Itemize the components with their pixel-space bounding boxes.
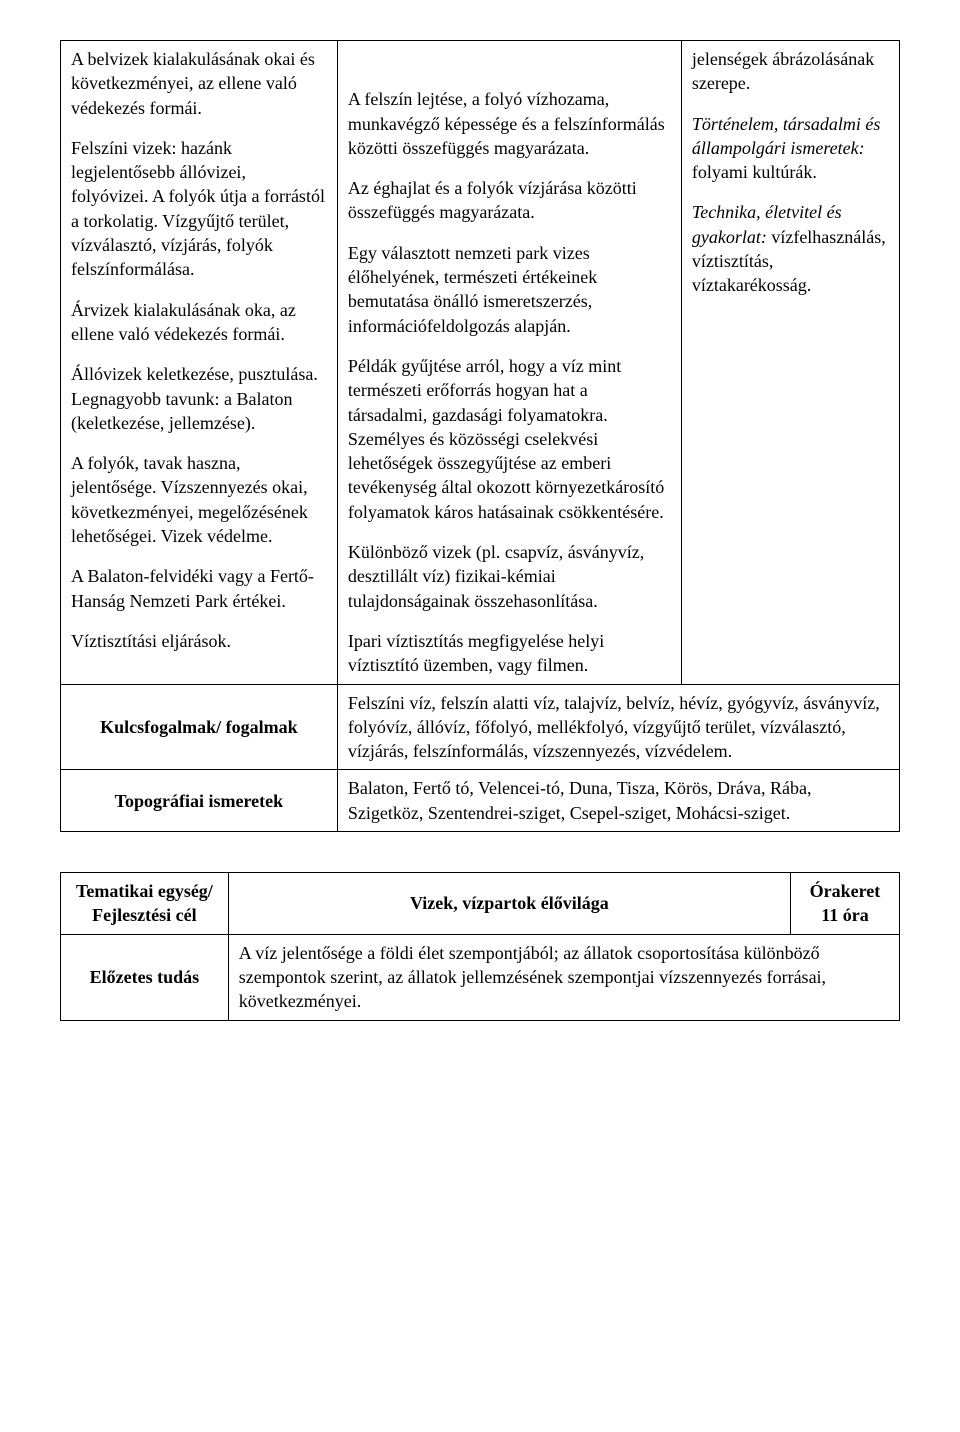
- col2-p0: [348, 47, 671, 71]
- unit-hours: Órakeret 11 óra: [790, 873, 899, 935]
- hours-label: Órakeret: [810, 881, 881, 901]
- col1-p7: Víztisztítási eljárások.: [71, 629, 327, 653]
- prior-knowledge-label: Előzetes tudás: [61, 934, 229, 1020]
- col3-p2: Történelem, társadalmi és állampolgári i…: [692, 112, 889, 185]
- key-concepts-row: Kulcsfogalmak/ fogalmak Felszíni víz, fe…: [61, 684, 900, 770]
- prior-knowledge-content: A víz jelentősége a földi élet szempontj…: [228, 934, 899, 1020]
- topography-content: Balaton, Fertő tó, Velencei-tó, Duna, Ti…: [337, 770, 899, 832]
- topography-row: Topográfiai ismeretek Balaton, Fertő tó,…: [61, 770, 900, 832]
- col1-content: A belvizek kialakulásának okai és követk…: [61, 41, 338, 685]
- unit-label: Tematikai egység/ Fejlesztési cél: [61, 873, 229, 935]
- col2-p6: Ipari víztisztítás megfigyelése helyi ví…: [348, 629, 671, 678]
- prior-knowledge-row: Előzetes tudás A víz jelentősége a földi…: [61, 934, 900, 1020]
- curriculum-table-2: Tematikai egység/ Fejlesztési cél Vizek,…: [60, 872, 900, 1020]
- col2-p5: Különböző vizek (pl. csapvíz, ásványvíz,…: [348, 540, 671, 613]
- col1-p4: Állóvizek keletkezése, pusztulása. Legna…: [71, 362, 327, 435]
- col3-p2-italic: Történelem, társadalmi és állampolgári i…: [692, 114, 881, 158]
- topography-label: Topográfiai ismeretek: [61, 770, 338, 832]
- curriculum-table-1: A belvizek kialakulásának okai és követk…: [60, 40, 900, 832]
- col2-p4: Példák gyűjtése arról, hogy a víz mint t…: [348, 354, 671, 524]
- col1-p5: A folyók, tavak haszna, jelentősége. Víz…: [71, 451, 327, 548]
- col3-p1: jelenségek ábrázolásának szerepe.: [692, 47, 889, 96]
- unit-header-row: Tematikai egység/ Fejlesztési cél Vizek,…: [61, 873, 900, 935]
- unit-title: Vizek, vízpartok élővilága: [228, 873, 790, 935]
- key-concepts-content: Felszíni víz, felszín alatti víz, talajv…: [337, 684, 899, 770]
- col3-content: jelenségek ábrázolásának szerepe. Történ…: [681, 41, 899, 685]
- col1-p1: A belvizek kialakulásának okai és követk…: [71, 47, 327, 120]
- col3-p2-rest: folyami kultúrák.: [692, 162, 817, 182]
- col3-p3: Technika, életvitel és gyakorlat: vízfel…: [692, 200, 889, 297]
- col1-p3: Árvizek kialakulásának oka, az ellene va…: [71, 298, 327, 347]
- col2-p2: Az éghajlat és a folyók vízjárása között…: [348, 176, 671, 225]
- hours-value: 11 óra: [821, 905, 869, 925]
- key-concepts-label: Kulcsfogalmak/ fogalmak: [61, 684, 338, 770]
- col2-p3: Egy választott nemzeti park vizes élőhel…: [348, 241, 671, 338]
- col2-content: A felszín lejtése, a folyó vízhozama, mu…: [337, 41, 681, 685]
- content-row: A belvizek kialakulásának okai és követk…: [61, 41, 900, 685]
- col1-p6: A Balaton-felvidéki vagy a Fertő-Hanság …: [71, 564, 327, 613]
- col1-p2: Felszíni vizek: hazánk legjelentősebb ál…: [71, 136, 327, 282]
- col2-p1: A felszín lejtése, a folyó vízhozama, mu…: [348, 87, 671, 160]
